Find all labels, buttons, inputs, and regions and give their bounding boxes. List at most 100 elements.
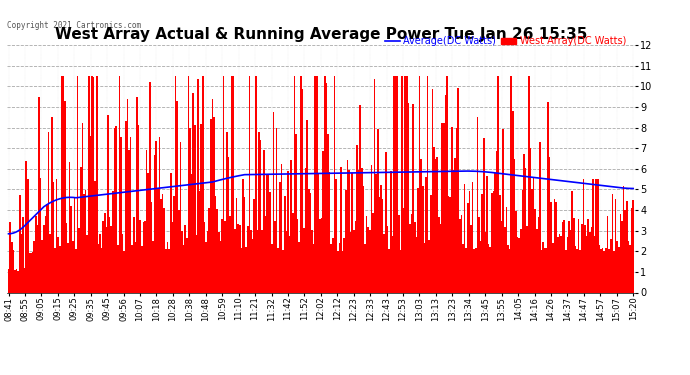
Bar — [620, 214, 621, 292]
Bar — [19, 195, 21, 292]
Bar — [546, 248, 547, 292]
Bar — [346, 160, 348, 292]
Bar — [469, 191, 470, 292]
Bar — [162, 194, 164, 292]
Bar — [531, 189, 533, 292]
Bar — [150, 202, 152, 292]
Bar — [571, 191, 573, 292]
Bar — [139, 220, 141, 292]
Bar — [530, 148, 531, 292]
Bar — [594, 236, 595, 292]
Bar — [41, 240, 43, 292]
Bar — [335, 179, 337, 292]
Bar — [32, 252, 33, 292]
Bar — [377, 129, 379, 292]
Bar — [224, 221, 226, 292]
Bar — [433, 147, 435, 292]
Bar — [624, 210, 626, 292]
Bar — [319, 219, 321, 292]
Bar — [586, 236, 587, 292]
Bar — [551, 201, 552, 292]
Bar — [109, 217, 110, 292]
Bar — [591, 227, 592, 292]
Bar — [45, 216, 46, 292]
Bar — [300, 76, 302, 292]
Bar — [344, 238, 345, 292]
Bar — [146, 150, 148, 292]
Bar — [204, 222, 205, 292]
Bar — [172, 222, 173, 292]
Bar — [184, 225, 186, 292]
Bar — [526, 226, 528, 292]
Bar — [610, 239, 611, 292]
Bar — [607, 216, 609, 292]
Bar — [580, 251, 581, 292]
Bar — [523, 154, 525, 292]
Bar — [229, 216, 231, 292]
Bar — [327, 134, 329, 292]
Bar — [464, 184, 465, 292]
Bar — [16, 268, 17, 292]
Bar — [95, 181, 96, 292]
Bar — [448, 196, 449, 292]
Bar — [584, 225, 586, 292]
Bar — [512, 111, 513, 292]
Bar — [106, 227, 107, 292]
Bar — [104, 213, 106, 292]
Bar — [477, 117, 478, 292]
Bar — [200, 124, 202, 292]
Title: West Array Actual & Running Average Power Tue Jan 26 15:35: West Array Actual & Running Average Powe… — [55, 27, 587, 42]
Bar — [250, 230, 252, 292]
Bar — [499, 195, 501, 292]
Bar — [91, 76, 93, 292]
Bar — [438, 217, 440, 292]
Bar — [565, 250, 566, 292]
Bar — [560, 236, 562, 292]
Bar — [609, 249, 610, 292]
Bar — [271, 244, 273, 292]
Bar — [308, 189, 310, 292]
Bar — [52, 182, 55, 292]
Bar — [226, 132, 228, 292]
Bar — [361, 168, 363, 292]
Bar — [287, 171, 288, 292]
Bar — [110, 226, 112, 292]
Bar — [136, 98, 138, 292]
Bar — [453, 170, 454, 292]
Bar — [491, 193, 493, 292]
Bar — [315, 76, 316, 292]
Bar — [135, 242, 136, 292]
Bar — [128, 150, 130, 292]
Bar — [239, 225, 241, 292]
Bar — [193, 93, 194, 292]
Bar — [96, 76, 97, 292]
Bar — [339, 243, 340, 292]
Bar — [631, 208, 633, 292]
Bar — [242, 178, 244, 292]
Bar — [159, 137, 160, 292]
Bar — [388, 249, 390, 292]
Bar — [149, 82, 150, 292]
Bar — [435, 159, 437, 292]
Bar — [316, 76, 317, 292]
Bar — [125, 120, 126, 292]
Bar — [406, 76, 408, 292]
Bar — [380, 185, 382, 292]
Bar — [372, 213, 374, 292]
Bar — [420, 159, 422, 292]
Bar — [425, 177, 427, 292]
Bar — [281, 164, 282, 292]
Bar — [563, 220, 565, 292]
Bar — [483, 138, 484, 292]
Bar — [517, 237, 518, 292]
Bar — [549, 157, 551, 292]
Bar — [247, 226, 248, 292]
Bar — [268, 174, 270, 292]
Bar — [40, 178, 41, 292]
Bar — [306, 120, 308, 292]
Bar — [382, 199, 384, 292]
Bar — [332, 238, 334, 292]
Bar — [497, 76, 499, 292]
Bar — [366, 216, 367, 292]
Bar — [348, 170, 350, 292]
